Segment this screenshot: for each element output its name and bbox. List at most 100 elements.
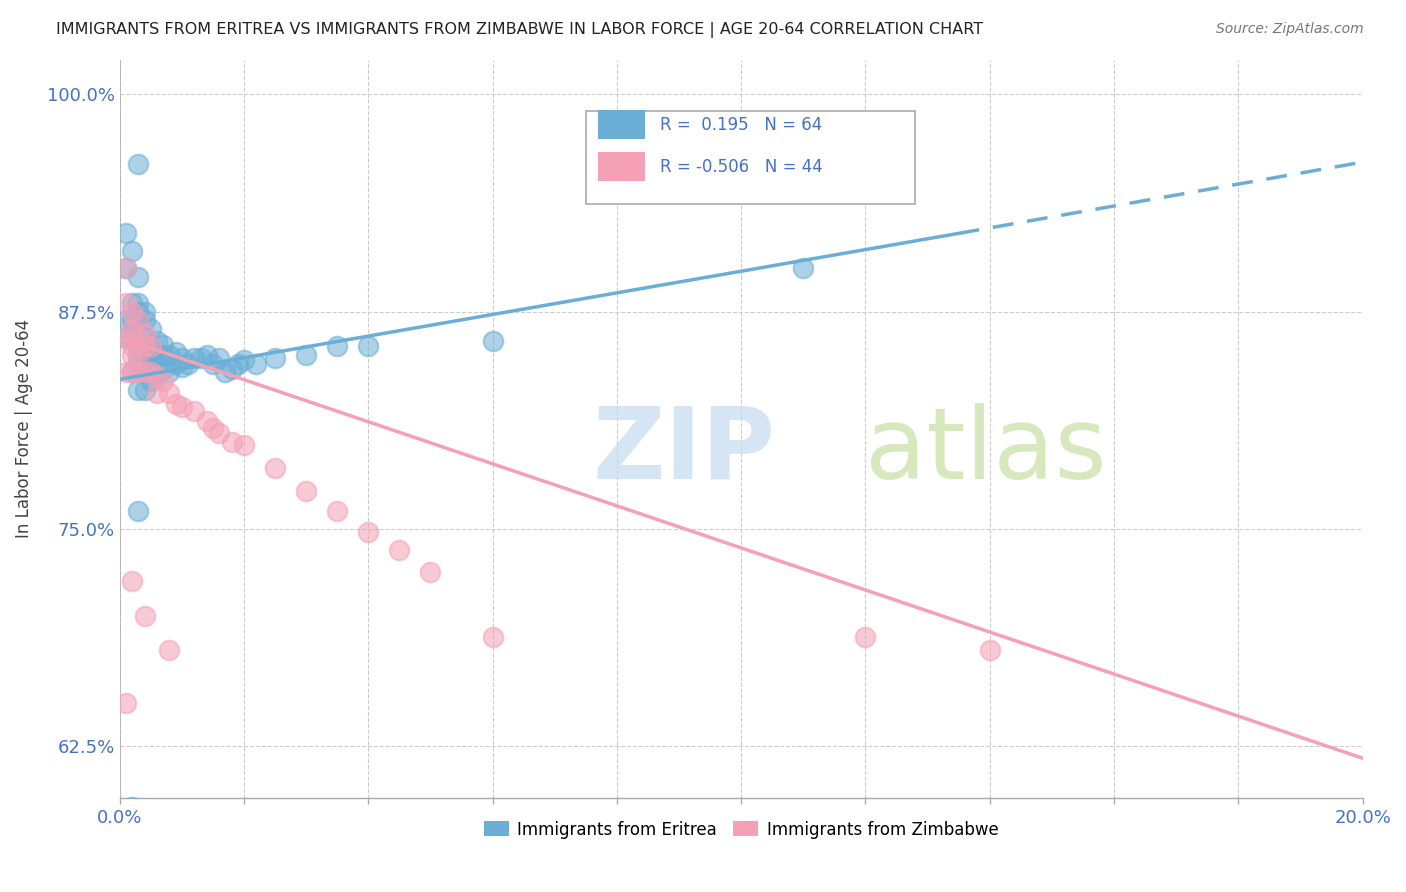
Point <box>134 339 156 353</box>
Point <box>152 362 174 376</box>
Point <box>134 327 156 342</box>
Point <box>170 400 193 414</box>
Point <box>146 334 169 348</box>
Point <box>221 434 243 449</box>
Point <box>326 504 349 518</box>
Point <box>190 351 212 366</box>
Point <box>295 348 318 362</box>
Point <box>134 608 156 623</box>
Point <box>245 357 267 371</box>
Point <box>139 322 162 336</box>
Point <box>183 351 205 366</box>
Point <box>127 348 149 362</box>
Point <box>357 525 380 540</box>
Point <box>127 313 149 327</box>
Point <box>115 365 138 379</box>
Point <box>146 357 169 371</box>
Point <box>134 365 156 379</box>
FancyBboxPatch shape <box>586 112 915 203</box>
Point <box>170 360 193 375</box>
Point <box>170 351 193 366</box>
Point <box>177 357 200 371</box>
Point <box>226 357 249 371</box>
Point <box>264 461 287 475</box>
Point <box>295 483 318 498</box>
Point <box>127 269 149 284</box>
Point <box>121 339 143 353</box>
Bar <box>598 152 645 181</box>
Point <box>165 397 187 411</box>
Point <box>201 357 224 371</box>
Point <box>121 365 143 379</box>
Point <box>139 887 162 892</box>
Point <box>357 339 380 353</box>
Point <box>121 244 143 258</box>
Point <box>127 331 149 345</box>
Point <box>121 313 143 327</box>
Point <box>233 353 256 368</box>
Point <box>326 339 349 353</box>
Point <box>134 383 156 397</box>
Point <box>159 348 181 362</box>
Point <box>115 227 138 241</box>
Point <box>121 574 143 588</box>
Point <box>201 421 224 435</box>
Point <box>152 337 174 351</box>
Point <box>146 368 169 383</box>
Text: atlas: atlas <box>866 402 1107 500</box>
Point <box>115 331 138 345</box>
Point <box>419 566 441 580</box>
Point <box>855 630 877 644</box>
Text: ZIP: ZIP <box>592 402 775 500</box>
Point <box>121 322 143 336</box>
Point <box>139 357 162 371</box>
Point <box>121 365 143 379</box>
Point <box>127 304 149 318</box>
Point <box>127 504 149 518</box>
Point <box>121 800 143 814</box>
Point <box>115 313 138 327</box>
Point <box>127 365 149 379</box>
Point <box>165 357 187 371</box>
Point <box>134 304 156 318</box>
Point <box>121 304 143 318</box>
Point <box>159 643 181 657</box>
Text: R = -0.506   N = 44: R = -0.506 N = 44 <box>661 158 823 176</box>
Point <box>127 157 149 171</box>
Point <box>127 339 149 353</box>
Text: IMMIGRANTS FROM ERITREA VS IMMIGRANTS FROM ZIMBABWE IN LABOR FORCE | AGE 20-64 C: IMMIGRANTS FROM ERITREA VS IMMIGRANTS FR… <box>56 22 983 38</box>
Point <box>481 630 503 644</box>
Point <box>139 365 162 379</box>
Point <box>183 403 205 417</box>
Point <box>127 357 149 371</box>
Point <box>165 344 187 359</box>
Point <box>134 339 156 353</box>
Point <box>388 542 411 557</box>
Point <box>159 365 181 379</box>
Point <box>146 386 169 401</box>
Point <box>139 339 162 353</box>
Point <box>134 351 156 366</box>
Point <box>214 365 236 379</box>
Point <box>115 331 138 345</box>
Point <box>115 696 138 710</box>
Point <box>152 374 174 388</box>
Point <box>139 339 162 353</box>
Point <box>195 414 218 428</box>
Legend: Immigrants from Eritrea, Immigrants from Zimbabwe: Immigrants from Eritrea, Immigrants from… <box>477 814 1005 846</box>
Point <box>481 334 503 348</box>
Point <box>139 348 162 362</box>
Point <box>208 351 231 366</box>
Point <box>221 362 243 376</box>
Point <box>121 296 143 310</box>
Text: Source: ZipAtlas.com: Source: ZipAtlas.com <box>1216 22 1364 37</box>
Point <box>979 643 1001 657</box>
Point <box>134 365 156 379</box>
Point <box>134 331 156 345</box>
Point <box>139 365 162 379</box>
Point <box>127 331 149 345</box>
Point <box>115 261 138 276</box>
Point <box>134 313 156 327</box>
Point <box>146 348 169 362</box>
Point <box>127 296 149 310</box>
